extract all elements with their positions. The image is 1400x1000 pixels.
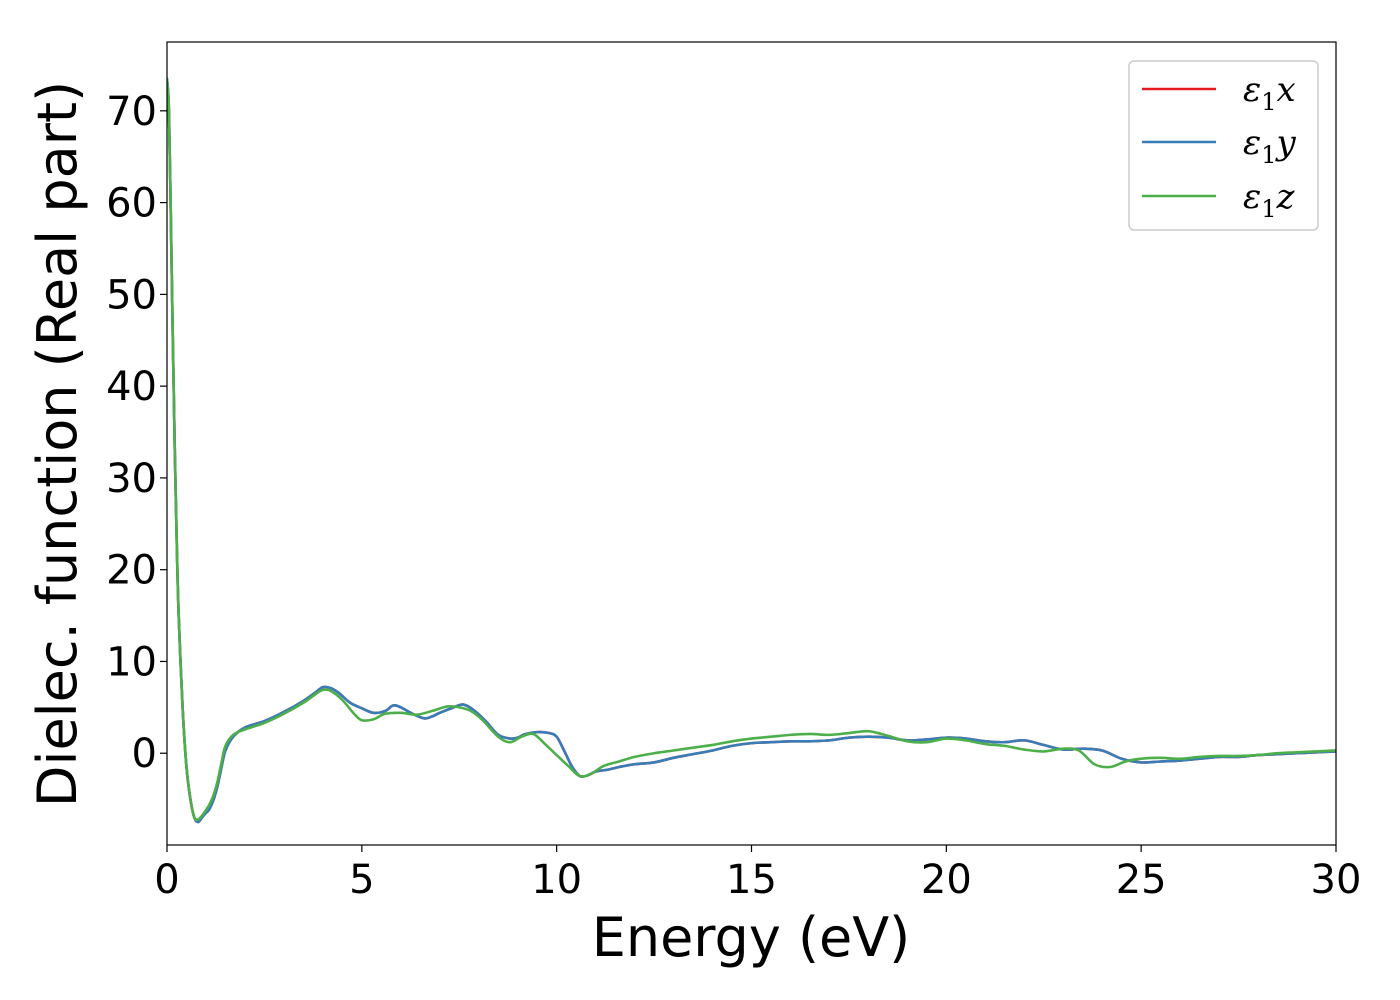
x-tick-label: 20 <box>921 857 972 903</box>
legend: ε1x ε1y ε1z <box>1128 60 1319 231</box>
legend-frame <box>1128 60 1319 231</box>
y-tick-label: 40 <box>106 364 157 410</box>
y-tick-label: 30 <box>106 456 157 502</box>
series-layer <box>167 77 1336 824</box>
legend-label: ε1y <box>1243 123 1297 169</box>
x-tick-label: 0 <box>154 857 179 903</box>
y-tick-label: 0 <box>132 731 157 777</box>
y-tick-label: 50 <box>106 272 157 318</box>
x-tick-label: 15 <box>726 857 777 903</box>
y-axis: 0 10 20 30 40 50 60 70 <box>106 89 167 777</box>
x-tick-label: 25 <box>1116 857 1167 903</box>
x-axis: 0 5 10 15 20 25 30 <box>154 845 1361 903</box>
series-line-e1z <box>167 77 1336 822</box>
x-tick-label: 30 <box>1311 857 1362 903</box>
y-axis-label: Dielec. function (Real part) <box>26 81 89 807</box>
x-tick-label: 10 <box>531 857 582 903</box>
x-tick-label: 5 <box>349 857 374 903</box>
y-tick-label: 70 <box>106 89 157 135</box>
y-tick-label: 20 <box>106 548 157 594</box>
legend-label: ε1z <box>1243 177 1296 223</box>
y-tick-label: 60 <box>106 181 157 227</box>
legend-label: ε1x <box>1243 70 1296 116</box>
y-tick-label: 10 <box>106 639 157 685</box>
x-axis-label: Energy (eV) <box>592 906 911 969</box>
